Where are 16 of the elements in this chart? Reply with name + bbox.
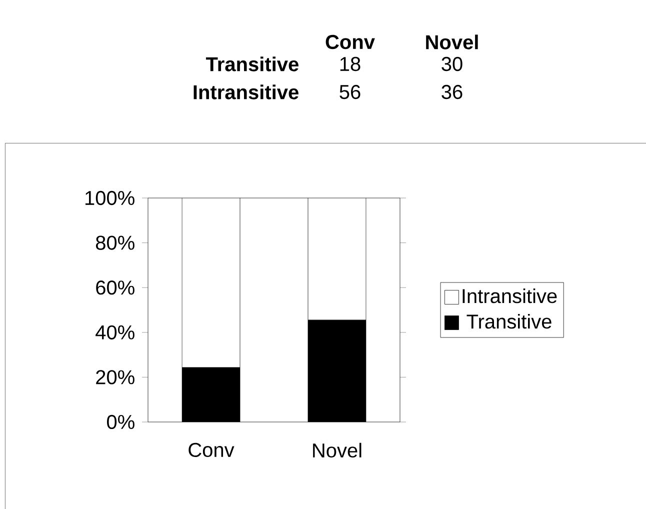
text: 36 <box>442 84 462 100</box>
text: 18 <box>340 56 360 72</box>
text: Transitive <box>206 56 298 72</box>
text: 56 <box>340 84 360 100</box>
text: 30 <box>442 56 462 72</box>
y-tick-label: 80% <box>96 236 134 250</box>
y-tick-label: 60% <box>96 280 134 295</box>
y-tick-label: 40% <box>96 325 134 340</box>
y-tick-label: 20% <box>96 370 134 384</box>
category-label: Novel <box>426 34 478 50</box>
legend-label: Intransitive <box>462 288 557 304</box>
legend-label: Transitive <box>466 314 552 329</box>
y-tick-label: 100% <box>86 190 134 206</box>
y-tick-label: 0% <box>107 414 134 430</box>
category-label: Conv <box>326 34 375 50</box>
text: Intransitive <box>194 84 298 100</box>
